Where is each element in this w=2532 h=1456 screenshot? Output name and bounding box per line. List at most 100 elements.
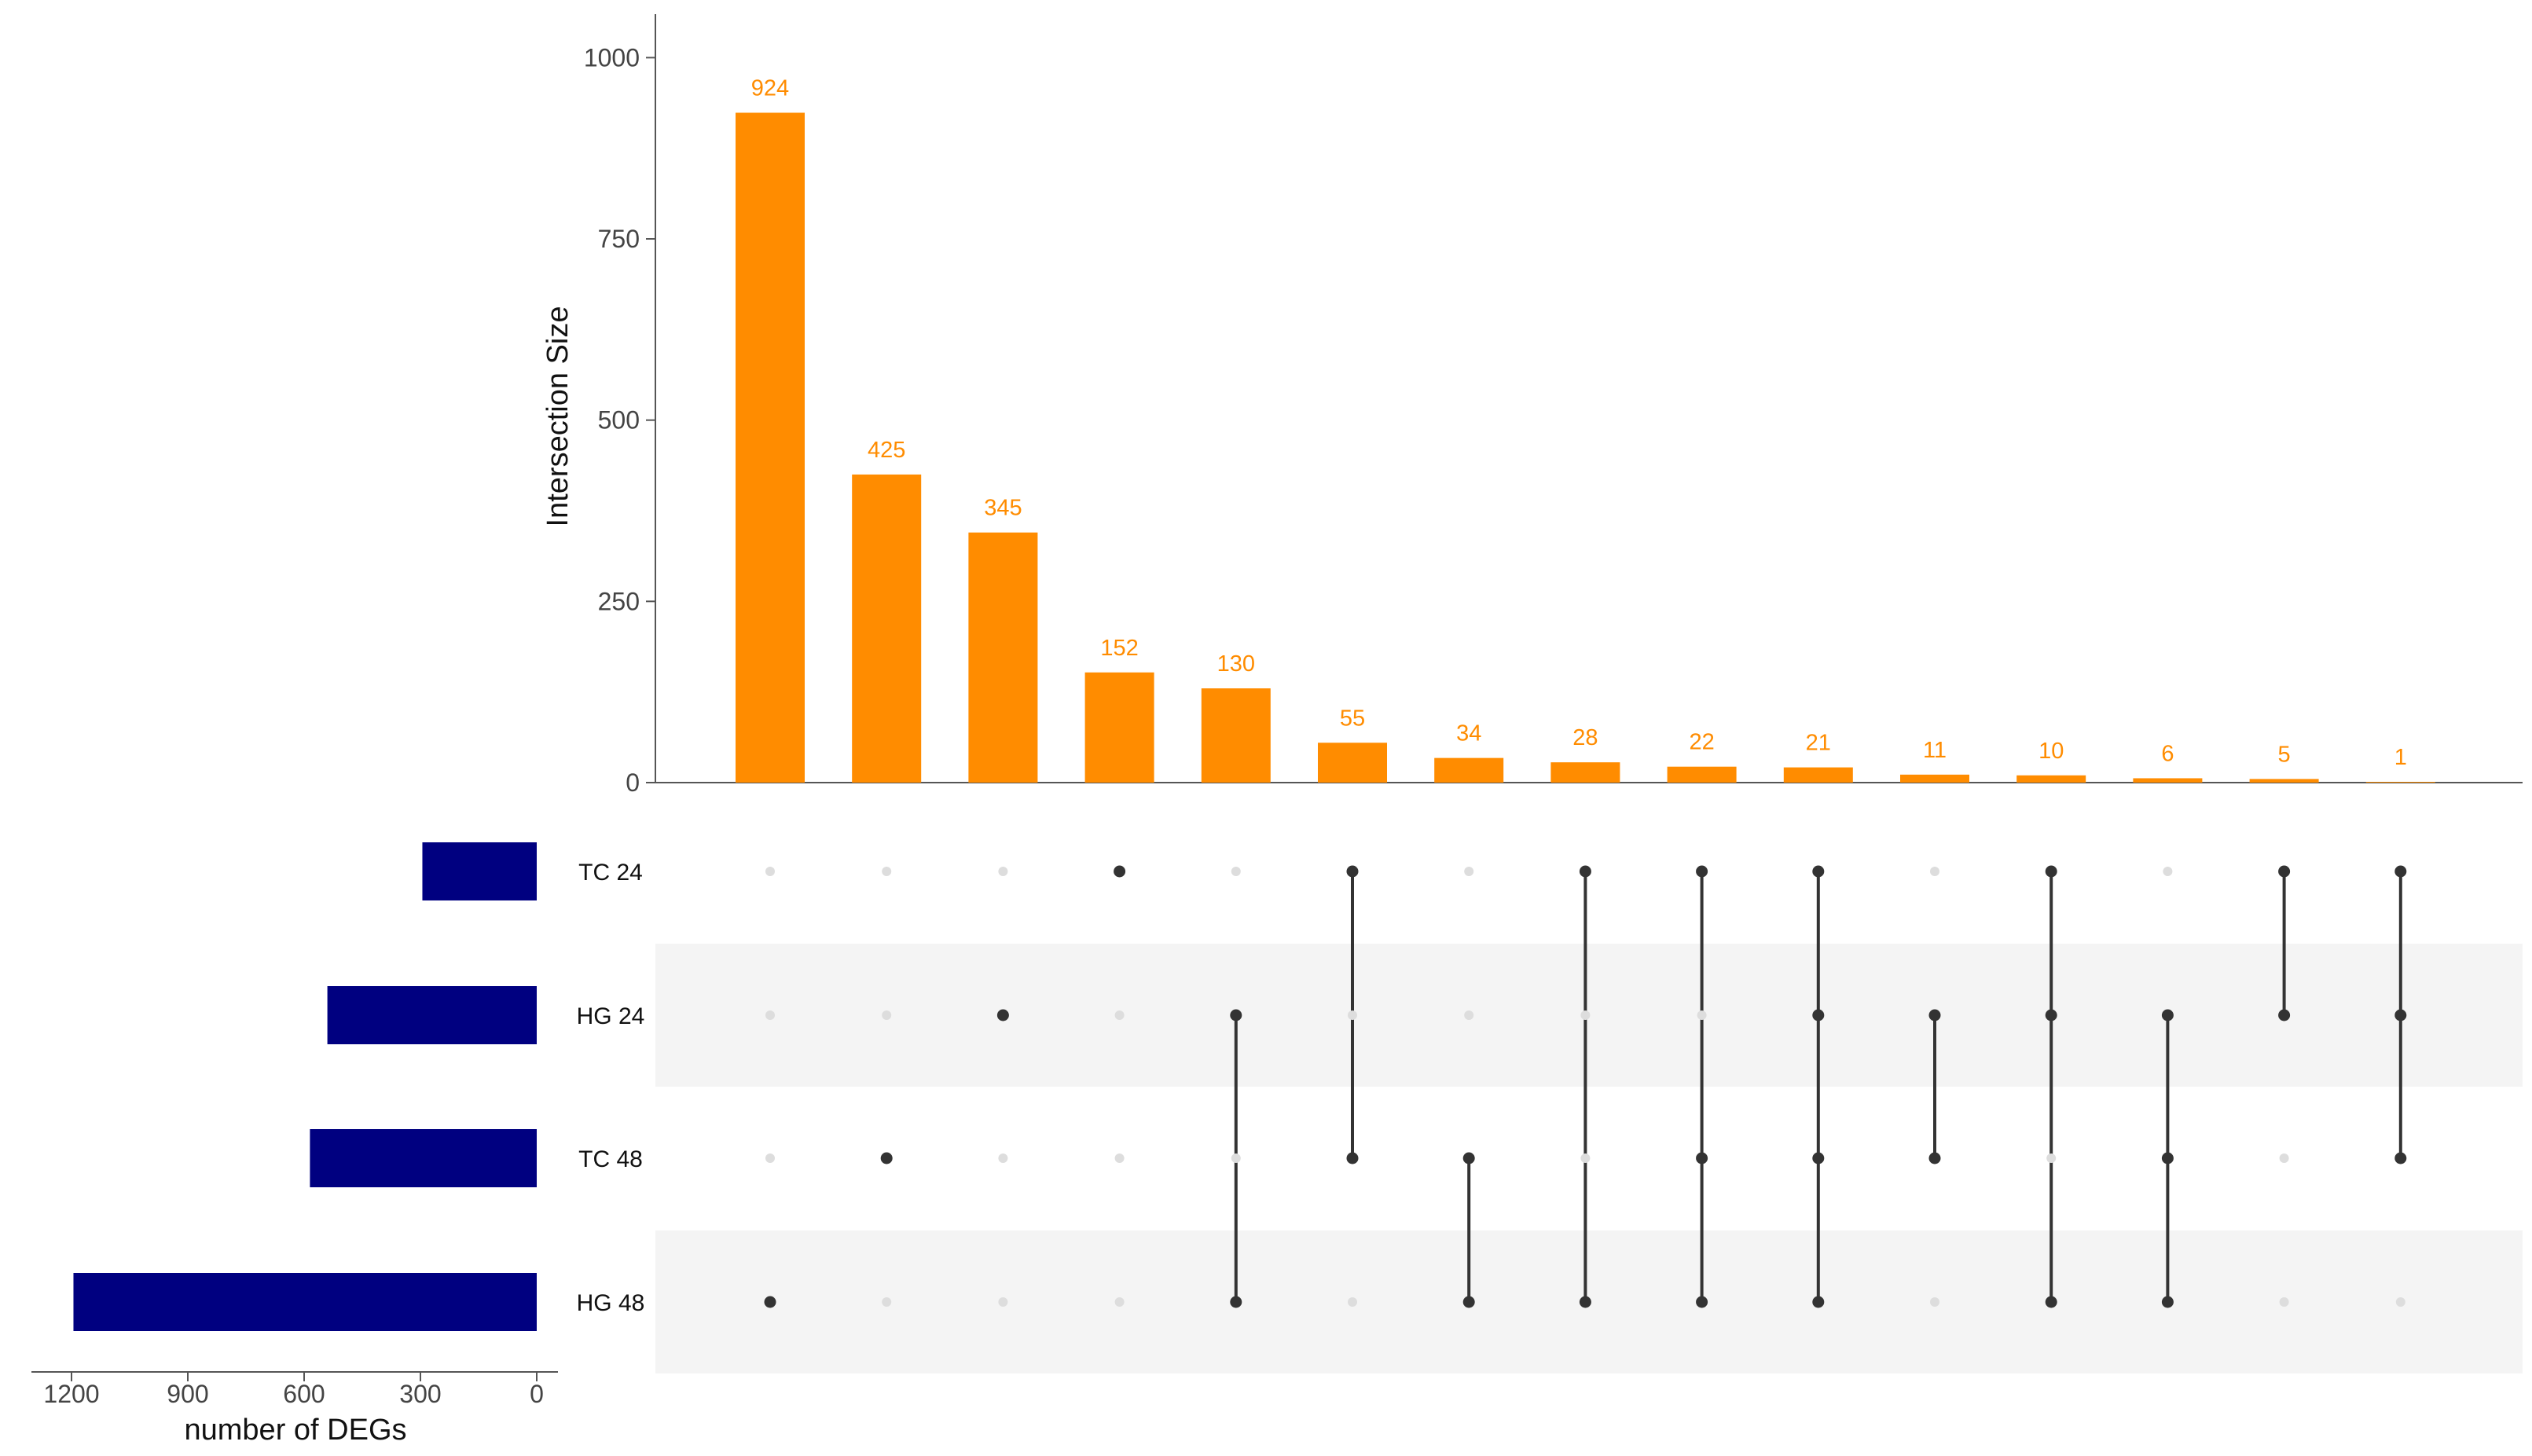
matrix-dot-active (1579, 865, 1591, 878)
intersection-bar-label: 425 (868, 438, 905, 463)
matrix-dot-active (2394, 1152, 2407, 1164)
matrix-dot-inactive (1930, 867, 1939, 876)
y-tick-label: 1000 (584, 43, 640, 72)
intersection-bar (1318, 743, 1387, 783)
matrix-dot-active (1346, 865, 1359, 878)
matrix-dot-inactive (998, 867, 1008, 876)
set-size-axis: number of DEGs (31, 1371, 558, 1447)
set-size-axis-title: number of DEGs (185, 1414, 407, 1447)
intersection-bar-label: 6 (2161, 741, 2174, 766)
matrix-dot-active (1928, 1152, 1941, 1164)
matrix-dot-inactive (765, 1153, 775, 1163)
intersection-bar-label: 152 (1100, 636, 1138, 661)
intersection-bar (2249, 779, 2319, 783)
matrix-dot-inactive (1114, 1010, 1125, 1020)
matrix-dot-active (1579, 1296, 1591, 1308)
intersection-bars (736, 112, 2435, 783)
matrix-dot-inactive (1348, 1010, 1357, 1020)
intersection-bar (1550, 762, 1620, 783)
matrix-dot-active (1230, 1296, 1242, 1308)
intersection-bar (1783, 767, 1853, 783)
intersection-size-axis: Intersection Size (541, 14, 2523, 783)
matrix-dot-inactive (2163, 867, 2173, 876)
matrix-dot-inactive (1114, 1153, 1125, 1163)
matrix-dot-active (1114, 865, 1126, 878)
matrix-dot-inactive (1464, 1010, 1474, 1020)
set-name-label: HG 48 (577, 1290, 645, 1316)
set-size-bar (422, 842, 537, 900)
set-size-bar (327, 986, 537, 1044)
matrix-dot-active (1346, 1152, 1359, 1164)
set-size-bar (73, 1273, 537, 1331)
set-size-bar (310, 1129, 537, 1187)
matrix-dot-active (2045, 1296, 2057, 1308)
intersection-bar-label: 28 (1572, 725, 1598, 750)
intersection-bar (852, 474, 922, 783)
y-tick-label: 500 (598, 406, 640, 435)
matrix-dot-active (2045, 865, 2057, 878)
intersection-bar-label: 924 (751, 75, 789, 101)
intersection-bar-label: 345 (984, 496, 1022, 521)
matrix-dot-inactive (1231, 867, 1241, 876)
intersection-bar-label: 130 (1217, 651, 1255, 677)
matrix-dot-inactive (1580, 1153, 1591, 1163)
matrix-dot-inactive (2279, 1297, 2289, 1307)
intersection-bar-label: 34 (1456, 721, 1481, 746)
membership-matrix (764, 865, 2407, 1308)
matrix-dot-active (2161, 1009, 2174, 1021)
matrix-dot-active (2394, 865, 2407, 878)
matrix-dot-active (764, 1296, 776, 1308)
matrix-dot-active (1462, 1152, 1475, 1164)
matrix-dot-inactive (765, 1010, 775, 1020)
set-size-tick-label: 600 (283, 1380, 325, 1408)
set-size-tick-label: 300 (399, 1380, 441, 1408)
intersection-bar-label: 5 (2278, 742, 2291, 767)
matrix-dot-active (1696, 1296, 1708, 1308)
set-name-label: TC 24 (578, 860, 643, 886)
matrix-dot-active (1812, 1009, 1825, 1021)
matrix-dot-inactive (882, 1297, 892, 1307)
matrix-dot-active (2394, 1009, 2407, 1021)
matrix-dot-active (1812, 1296, 1825, 1308)
matrix-dot-inactive (1464, 867, 1474, 876)
matrix-dot-active (1928, 1009, 1941, 1021)
matrix-dot-inactive (765, 867, 775, 876)
set-size-tick-label: 900 (167, 1380, 208, 1408)
intersection-bar-label: 21 (1806, 731, 1831, 756)
matrix-dot-active (1696, 865, 1708, 878)
matrix-dot-active (2161, 1296, 2174, 1308)
matrix-dot-active (996, 1009, 1009, 1021)
intersection-bar-label: 11 (1923, 738, 1947, 763)
matrix-dot-inactive (1930, 1297, 1939, 1307)
intersection-bar (2133, 778, 2203, 783)
set-size-tick-label: 1200 (43, 1380, 99, 1408)
matrix-dot-active (2161, 1152, 2174, 1164)
intersection-bar-label: 10 (2038, 739, 2064, 764)
intersection-bar (1201, 688, 1271, 783)
set-name-label: HG 24 (577, 1003, 645, 1029)
matrix-dot-inactive (2279, 1153, 2289, 1163)
intersection-bar (1900, 774, 1969, 783)
matrix-dot-inactive (882, 867, 892, 876)
intersection-bar-label: 1 (2394, 745, 2407, 770)
matrix-dot-inactive (998, 1153, 1008, 1163)
intersection-bar (2016, 775, 2086, 783)
intersection-bar (1084, 672, 1154, 783)
matrix-dot-active (2045, 1009, 2057, 1021)
intersection-bar (1667, 766, 1737, 783)
matrix-dot-active (1812, 1152, 1825, 1164)
matrix-dot-inactive (1580, 1010, 1591, 1020)
matrix-dot-inactive (1348, 1297, 1357, 1307)
intersection-bar-label: 55 (1340, 706, 1365, 731)
intersection-bar (968, 532, 1038, 783)
matrix-dot-active (1230, 1009, 1242, 1021)
matrix-dot-inactive (2046, 1153, 2057, 1163)
intersection-bar-labels: 924 425 345 152 130 55 34 28 22 21 11 10 6 5 1 (751, 75, 2407, 770)
matrix-dot-active (2278, 1009, 2291, 1021)
matrix-dot-active (880, 1152, 893, 1164)
matrix-dot-inactive (998, 1297, 1008, 1307)
intersection-bar (1434, 757, 1504, 783)
set-size-ticks: 1200 900 600 300 0 (43, 1372, 544, 1408)
y-tick-label: 0 (626, 768, 640, 797)
